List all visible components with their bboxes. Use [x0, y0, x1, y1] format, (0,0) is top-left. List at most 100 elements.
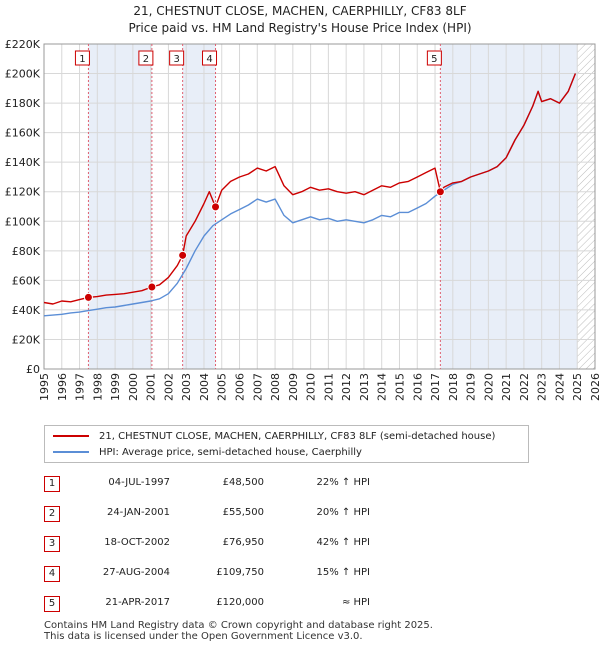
- y-tick-label: £160K: [5, 127, 41, 140]
- y-tick-label: £220K: [5, 38, 41, 51]
- x-tick-label: 2026: [589, 373, 600, 401]
- sale-marker-badge: [138, 50, 154, 66]
- x-tick-label: 1995: [38, 373, 51, 401]
- sale-hpi-comparison: ≈ HPI: [341, 597, 370, 608]
- sale-date: 18-OCT-2002: [104, 537, 170, 548]
- sale-date: 24-JAN-2001: [106, 507, 170, 518]
- sale-number-badge: 2: [44, 506, 60, 522]
- sale-marker-label: 4: [206, 54, 212, 65]
- legend-swatch-property: [53, 435, 89, 437]
- sale-marker-label: 2: [143, 54, 149, 65]
- sale-marker-badge: [426, 50, 442, 66]
- sale-date: 04-JUL-1997: [108, 477, 170, 488]
- x-tick-label: 2022: [518, 373, 531, 401]
- chart-legend: 21, CHESTNUT CLOSE, MACHEN, CAERPHILLY, …: [44, 425, 529, 463]
- sale-point: [147, 282, 157, 292]
- sale-period-shade: [182, 44, 216, 369]
- forecast-hatch: [577, 44, 595, 369]
- y-tick-label: £80K: [12, 245, 41, 258]
- legend-item-property: 21, CHESTNUT CLOSE, MACHEN, CAERPHILLY, …: [53, 429, 495, 443]
- sale-point: [83, 292, 93, 302]
- y-tick-label: £200K: [5, 68, 41, 81]
- property-price-line: [43, 73, 577, 305]
- x-tick-label: 2014: [376, 373, 389, 401]
- legend-label-property: 21, CHESTNUT CLOSE, MACHEN, CAERPHILLY, …: [99, 430, 496, 442]
- x-tick-label: 2013: [358, 373, 371, 401]
- x-tick-label: 2003: [180, 373, 193, 401]
- sale-marker-label: 5: [431, 54, 437, 65]
- footer-copyright: Contains HM Land Registry data © Crown c…: [44, 620, 433, 631]
- sale-marker-badge: [169, 50, 185, 66]
- x-tick-label: 2006: [234, 373, 247, 401]
- price-chart: £0 £20K £40K £60K £80K £100K £120K £140K £160K £1…: [5, 38, 600, 401]
- x-tick-label: 2015: [393, 373, 406, 401]
- x-tick-label: 2002: [162, 373, 175, 401]
- x-tick-label: 1997: [74, 373, 87, 401]
- y-tick-label: £0: [26, 363, 40, 376]
- x-tick-label: 2011: [322, 373, 335, 401]
- y-tick-label: £100K: [5, 215, 41, 228]
- sale-number-badge: 3: [44, 536, 60, 552]
- sale-date: 21-APR-2017: [105, 597, 170, 608]
- y-tick-label: £140K: [5, 156, 41, 169]
- sale-hpi-comparison: 42% ↑ HPI: [316, 537, 370, 548]
- sale-marker-badge: [202, 50, 218, 66]
- legend-swatch-hpi: [53, 451, 89, 453]
- x-tick-label: 2010: [305, 373, 318, 401]
- sale-price: £48,500: [222, 477, 264, 488]
- footer-licence: This data is licensed under the Open Gov…: [44, 631, 363, 642]
- legend-item-hpi: HPI: Average price, semi-detached house,…: [53, 445, 362, 459]
- sale-hpi-comparison: 22% ↑ HPI: [316, 477, 370, 488]
- table-row: 1 04-JUL-1997 £48,500 22% ↑ HPI: [0, 474, 600, 494]
- chart-title-line1: 21, CHESTNUT CLOSE, MACHEN, CAERPHILLY, …: [133, 4, 467, 18]
- x-tick-label: 2023: [536, 373, 549, 401]
- sale-number-badge: 4: [44, 566, 60, 582]
- sale-price: £55,500: [222, 507, 264, 518]
- table-row: 3 18-OCT-2002 £76,950 42% ↑ HPI: [0, 534, 600, 554]
- x-tick-label: 2004: [198, 373, 211, 401]
- sale-marker-badge: [74, 50, 90, 66]
- sale-marker-label: 1: [79, 54, 85, 65]
- x-tick-label: 1999: [109, 373, 122, 401]
- x-tick-label: 2019: [465, 373, 478, 401]
- sale-date: 27-AUG-2004: [102, 567, 170, 578]
- table-row: 5 21-APR-2017 £120,000 ≈ HPI: [0, 594, 600, 614]
- sale-number-badge: 1: [44, 476, 60, 492]
- x-tick-label: 2005: [216, 373, 229, 401]
- x-tick-label: 2007: [251, 373, 264, 401]
- x-tick-label: 2024: [553, 373, 566, 401]
- y-tick-label: £120K: [5, 186, 41, 199]
- y-tick-label: £60K: [12, 274, 41, 287]
- x-tick-label: 2000: [127, 373, 140, 401]
- legend-label-hpi: HPI: Average price, semi-detached house,…: [99, 446, 362, 458]
- x-tick-label: 2018: [447, 373, 460, 401]
- sale-number-badge: 5: [44, 596, 60, 612]
- x-tick-label: 2025: [571, 373, 584, 401]
- sale-point: [435, 187, 445, 197]
- x-tick-label: 2017: [429, 373, 442, 401]
- sale-point: [211, 202, 221, 212]
- footer: Contains HM Land Registry data © Crown c…: [44, 620, 433, 642]
- x-tick-label: 1996: [56, 373, 69, 401]
- sale-point: [178, 250, 188, 260]
- x-tick-label: 2001: [145, 373, 158, 401]
- sale-period-shade: [440, 44, 578, 369]
- sale-price: £120,000: [216, 597, 264, 608]
- x-tick-label: 2020: [482, 373, 495, 401]
- x-tick-label: 1998: [91, 373, 104, 401]
- y-tick-label: £180K: [5, 97, 41, 110]
- y-tick-label: £20K: [12, 333, 41, 346]
- table-row: 4 27-AUG-2004 £109,750 15% ↑ HPI: [0, 564, 600, 584]
- x-tick-label: 2021: [500, 373, 513, 401]
- y-tick-label: £40K: [12, 304, 41, 317]
- sale-hpi-comparison: 15% ↑ HPI: [316, 567, 370, 578]
- sale-period-shade: [88, 44, 152, 369]
- x-tick-label: 2016: [411, 373, 424, 401]
- sale-price: £109,750: [216, 567, 264, 578]
- plot-frame: [43, 43, 596, 370]
- sale-marker-label: 3: [173, 54, 179, 65]
- table-row: 2 24-JAN-2001 £55,500 20% ↑ HPI: [0, 504, 600, 524]
- x-tick-label: 2009: [287, 373, 300, 401]
- x-tick-label: 2012: [340, 373, 353, 401]
- chart-title-line2: Price paid vs. HM Land Registry's House …: [128, 21, 472, 35]
